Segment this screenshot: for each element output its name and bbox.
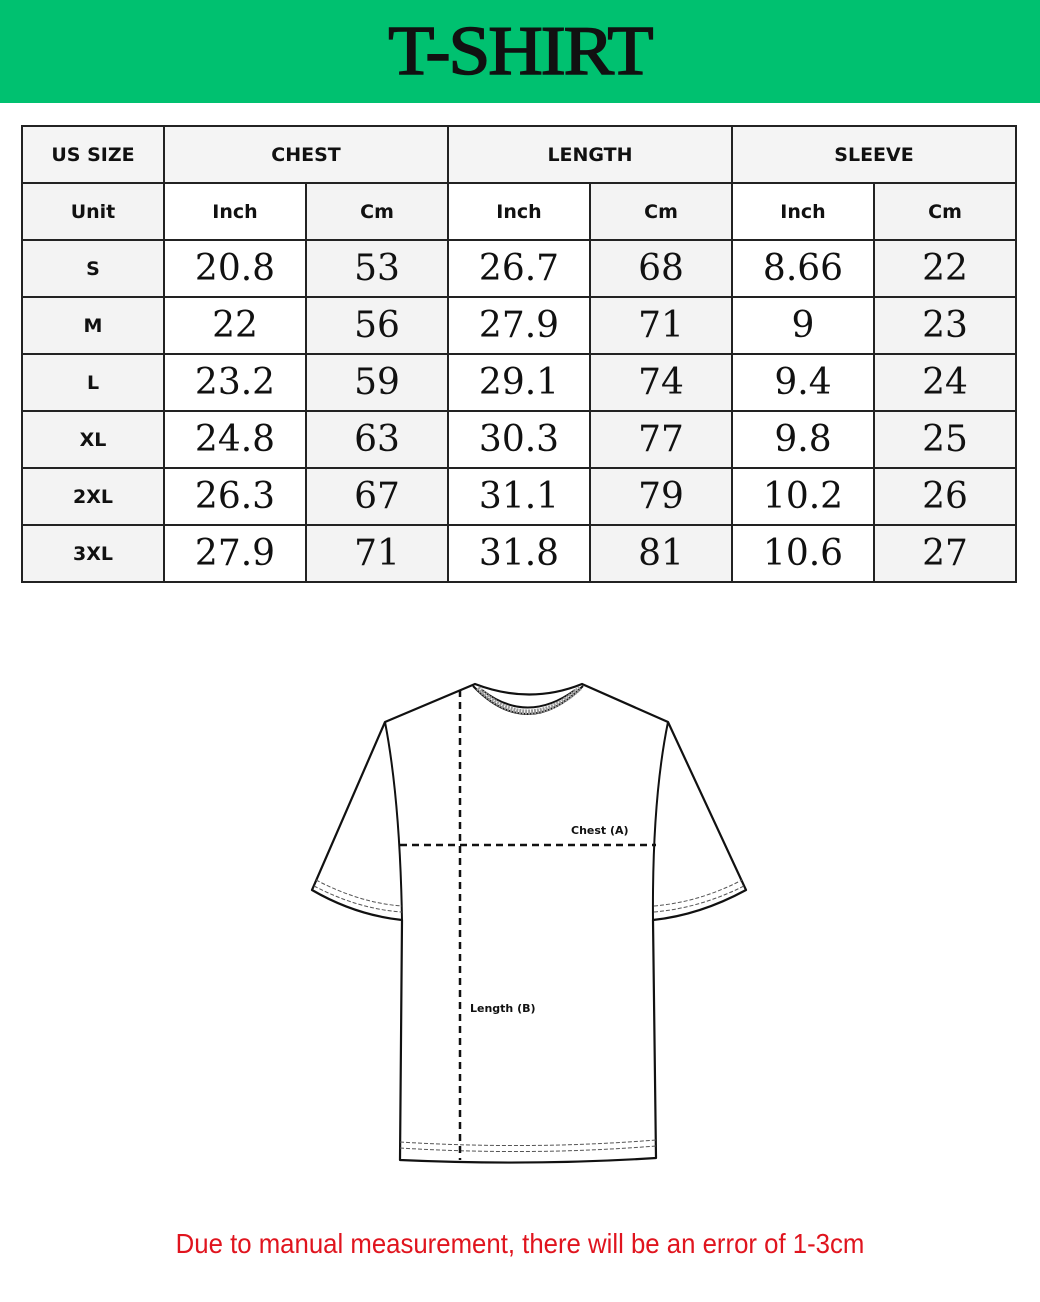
unit-cell: Cm (589, 182, 733, 241)
measurement-cell: 56 (305, 296, 449, 355)
measurement-cell: 23 (873, 296, 1017, 355)
unit-cell: Inch (163, 182, 307, 241)
measurement-cell: 24.8 (163, 410, 307, 469)
measurement-cell: 59 (305, 353, 449, 412)
measurement-cell: 22 (163, 296, 307, 355)
measurement-cell: 71 (589, 296, 733, 355)
header-sleeve: SLEEVE (731, 125, 1017, 184)
measurement-cell: 53 (305, 239, 449, 298)
unit-cell: Inch (731, 182, 875, 241)
size-label: L (21, 353, 165, 412)
size-row: 3XL 27.9 71 31.8 81 10.6 27 (21, 524, 1017, 583)
measurement-cell: 26.3 (163, 467, 307, 526)
header-chest: CHEST (163, 125, 449, 184)
measurement-cell: 10.2 (731, 467, 875, 526)
measurement-cell: 9 (731, 296, 875, 355)
measurement-cell: 8.66 (731, 239, 875, 298)
size-table: US SIZE CHEST LENGTH SLEEVE Unit Inch Cm… (21, 125, 1017, 583)
unit-cell: Inch (447, 182, 591, 241)
measurement-cell: 22 (873, 239, 1017, 298)
measurement-note: Due to manual measurement, there will be… (175, 1228, 865, 1259)
measurement-cell: 25 (873, 410, 1017, 469)
measurement-cell: 31.8 (447, 524, 591, 583)
unit-row: Unit Inch Cm Inch Cm Inch Cm (21, 182, 1017, 241)
measurement-cell: 23.2 (163, 353, 307, 412)
measurement-cell: 74 (589, 353, 733, 412)
unit-cell: Cm (873, 182, 1017, 241)
size-label: M (21, 296, 165, 355)
measurement-cell: 20.8 (163, 239, 307, 298)
measurement-cell: 63 (305, 410, 449, 469)
size-label: XL (21, 410, 165, 469)
size-label: S (21, 239, 165, 298)
measurement-cell: 10.6 (731, 524, 875, 583)
measurement-cell: 77 (589, 410, 733, 469)
unit-cell: Cm (305, 182, 449, 241)
measurement-cell: 9.4 (731, 353, 875, 412)
size-row: S 20.8 53 26.7 68 8.66 22 (21, 239, 1017, 298)
measurement-cell: 26.7 (447, 239, 591, 298)
tshirt-diagram: Chest (A) Length (B) (310, 682, 748, 1164)
size-label: 2XL (21, 467, 165, 526)
size-label: 3XL (21, 524, 165, 583)
measurement-cell: 68 (589, 239, 733, 298)
size-row: M 22 56 27.9 71 9 23 (21, 296, 1017, 355)
size-row: L 23.2 59 29.1 74 9.4 24 (21, 353, 1017, 412)
size-row: 2XL 26.3 67 31.1 79 10.2 26 (21, 467, 1017, 526)
size-row: XL 24.8 63 30.3 77 9.8 25 (21, 410, 1017, 469)
length-label: Length (B) (470, 1002, 536, 1015)
measurement-cell: 81 (589, 524, 733, 583)
measurement-cell: 71 (305, 524, 449, 583)
header-us-size: US SIZE (21, 125, 165, 184)
title-banner: T-SHIRT (0, 0, 1040, 103)
measurement-cell: 27 (873, 524, 1017, 583)
measurement-cell: 30.3 (447, 410, 591, 469)
shirt-outline (310, 682, 748, 1164)
page-title: T-SHIRT (388, 12, 655, 91)
measurement-cell: 79 (589, 467, 733, 526)
group-header-row: US SIZE CHEST LENGTH SLEEVE (21, 125, 1017, 184)
chest-label: Chest (A) (571, 824, 629, 837)
measurement-cell: 9.8 (731, 410, 875, 469)
header-length: LENGTH (447, 125, 733, 184)
unit-label: Unit (21, 182, 165, 241)
measurement-cell: 31.1 (447, 467, 591, 526)
measurement-cell: 26 (873, 467, 1017, 526)
measurement-cell: 27.9 (447, 296, 591, 355)
measurement-cell: 29.1 (447, 353, 591, 412)
measurement-cell: 24 (873, 353, 1017, 412)
measurement-cell: 67 (305, 467, 449, 526)
measurement-cell: 27.9 (163, 524, 307, 583)
